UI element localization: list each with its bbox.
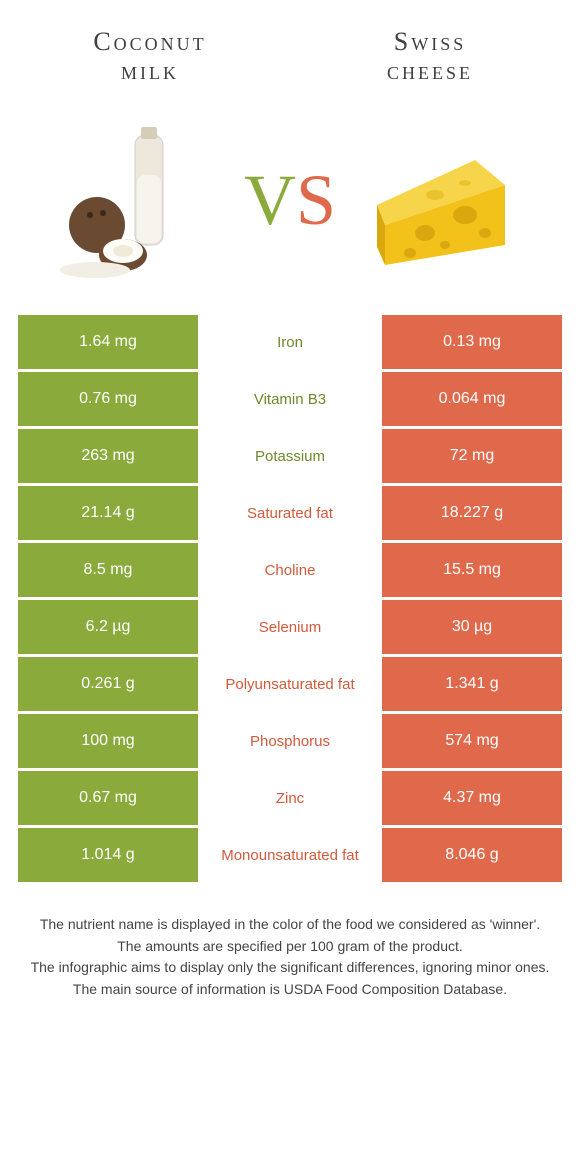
table-row: 0.76 mgVitamin B30.064 mg bbox=[18, 372, 562, 426]
left-title-line2: milk bbox=[121, 56, 179, 85]
table-row: 100 mgPhosphorus574 mg bbox=[18, 714, 562, 768]
coconut-milk-image bbox=[40, 115, 220, 285]
left-value: 263 mg bbox=[18, 429, 198, 483]
swiss-cheese-image bbox=[360, 115, 540, 285]
right-food-title: Swiss cheese bbox=[330, 28, 530, 85]
nutrient-name: Monounsaturated fat bbox=[198, 828, 382, 882]
left-value: 6.2 µg bbox=[18, 600, 198, 654]
left-value: 0.261 g bbox=[18, 657, 198, 711]
left-value: 0.67 mg bbox=[18, 771, 198, 825]
footer-line2: The amounts are specified per 100 gram o… bbox=[30, 937, 550, 957]
right-value: 574 mg bbox=[382, 714, 562, 768]
right-value: 8.046 g bbox=[382, 828, 562, 882]
left-value: 1.64 mg bbox=[18, 315, 198, 369]
table-row: 263 mgPotassium72 mg bbox=[18, 429, 562, 483]
nutrient-name: Potassium bbox=[198, 429, 382, 483]
right-value: 0.13 mg bbox=[382, 315, 562, 369]
table-row: 0.67 mgZinc4.37 mg bbox=[18, 771, 562, 825]
right-title-line2: cheese bbox=[387, 56, 473, 85]
table-row: 1.64 mgIron0.13 mg bbox=[18, 315, 562, 369]
left-value: 0.76 mg bbox=[18, 372, 198, 426]
footer-line4: The main source of information is USDA F… bbox=[30, 980, 550, 1000]
nutrient-name: Selenium bbox=[198, 600, 382, 654]
left-food-title: Coconut milk bbox=[50, 28, 250, 85]
right-value: 72 mg bbox=[382, 429, 562, 483]
nutrient-name: Polyunsaturated fat bbox=[198, 657, 382, 711]
footer-line3: The infographic aims to display only the… bbox=[30, 958, 550, 978]
table-row: 6.2 µgSelenium30 µg bbox=[18, 600, 562, 654]
left-value: 100 mg bbox=[18, 714, 198, 768]
nutrient-name: Iron bbox=[198, 315, 382, 369]
nutrient-name: Phosphorus bbox=[198, 714, 382, 768]
left-value: 1.014 g bbox=[18, 828, 198, 882]
header: Coconut milk Swiss cheese bbox=[0, 0, 580, 95]
table-row: 21.14 gSaturated fat18.227 g bbox=[18, 486, 562, 540]
right-value: 1.341 g bbox=[382, 657, 562, 711]
right-value: 0.064 mg bbox=[382, 372, 562, 426]
right-title-line1: Swiss bbox=[394, 27, 466, 56]
table-row: 1.014 gMonounsaturated fat8.046 g bbox=[18, 828, 562, 882]
left-value: 21.14 g bbox=[18, 486, 198, 540]
vs-s: S bbox=[296, 160, 336, 240]
comparison-table: 1.64 mgIron0.13 mg0.76 mgVitamin B30.064… bbox=[0, 315, 580, 882]
nutrient-name: Vitamin B3 bbox=[198, 372, 382, 426]
right-value: 15.5 mg bbox=[382, 543, 562, 597]
vs-v: V bbox=[244, 160, 296, 240]
right-value: 18.227 g bbox=[382, 486, 562, 540]
table-row: 8.5 mgCholine15.5 mg bbox=[18, 543, 562, 597]
right-value: 4.37 mg bbox=[382, 771, 562, 825]
left-value: 8.5 mg bbox=[18, 543, 198, 597]
left-title-line1: Coconut bbox=[93, 27, 206, 56]
right-value: 30 µg bbox=[382, 600, 562, 654]
footer-line1: The nutrient name is displayed in the co… bbox=[30, 915, 550, 935]
table-row: 0.261 gPolyunsaturated fat1.341 g bbox=[18, 657, 562, 711]
images-row: VS bbox=[0, 95, 580, 315]
vs-label: VS bbox=[244, 159, 336, 242]
nutrient-name: Choline bbox=[198, 543, 382, 597]
footer-notes: The nutrient name is displayed in the co… bbox=[0, 885, 580, 999]
nutrient-name: Zinc bbox=[198, 771, 382, 825]
nutrient-name: Saturated fat bbox=[198, 486, 382, 540]
